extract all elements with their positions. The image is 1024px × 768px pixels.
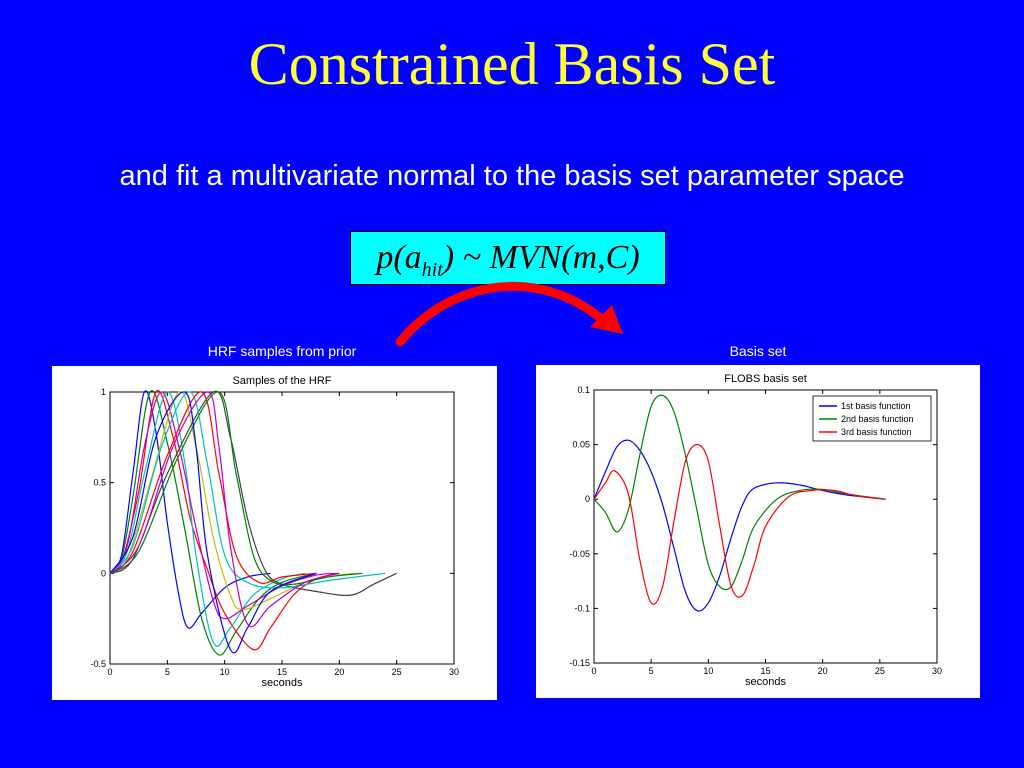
y-tick-label: 1 [101, 387, 106, 397]
flobs-basis-panel: FLOBS basis set 0 5 10 15 20 25 30 -0.15 -0.1 -0.0… [536, 365, 980, 698]
series-line-7 [109, 390, 397, 596]
series-line-11 [109, 391, 317, 654]
x-axis-label: seconds [745, 676, 786, 688]
slide-title: Constrained Basis Set [248, 31, 776, 97]
series-line-2 [109, 389, 317, 656]
y-tick-label: 0 [101, 568, 106, 578]
legend-entry-2: 2nd basis function [841, 414, 914, 424]
y-tick-label: 0 [585, 494, 590, 504]
y-tick-label: -0.5 [90, 659, 106, 669]
legend-entry-1: 1st basis function [841, 401, 911, 411]
x-axis-label: seconds [262, 677, 303, 689]
x-tick-label: 20 [818, 666, 828, 676]
y-tick-label: -0.1 [574, 603, 590, 613]
series-line-5 [109, 391, 340, 620]
x-tick-label: 30 [932, 666, 942, 676]
right-caption: Basis set [729, 343, 787, 359]
x-tick-label: 0 [107, 667, 112, 677]
x-tick-label: 20 [334, 667, 344, 677]
legend-entry-3: 3rd basis function [841, 427, 912, 437]
hrf-samples-panel: Samples of the HRF 0 5 10 15 20 25 30 -0.5 0 0.5 1 s… [52, 366, 497, 700]
y-tick-label: -0.05 [569, 549, 590, 559]
x-tick-label: 25 [392, 667, 402, 677]
y-tick-label: -0.15 [569, 658, 590, 668]
formula-subscript: hit [421, 258, 443, 281]
x-tick-label: 10 [220, 667, 230, 677]
x-tick-label: 30 [449, 667, 459, 677]
left-caption: HRF samples from prior [207, 343, 357, 359]
x-tick-label: 25 [875, 666, 885, 676]
series-line-3 [593, 443, 886, 605]
series-line-1 [593, 439, 886, 612]
x-tick-label: 15 [760, 666, 770, 676]
x-tick-label: 10 [703, 666, 713, 676]
formula-part-rest: ) ~ MVN(m,C) [442, 239, 640, 276]
slide-subtitle: and fit a multivariate normal to the bas… [119, 160, 905, 192]
series-line-2 [593, 394, 886, 591]
y-tick-label: 0.1 [577, 385, 590, 395]
flobs-basis-chart: FLOBS basis set 0 5 10 15 20 25 30 -0.15 -0.1 -0.0… [569, 373, 942, 688]
formula-part-p: p(a [376, 239, 422, 276]
chart-title: FLOBS basis set [724, 373, 807, 385]
x-tick-label: 0 [591, 666, 596, 676]
series-line-12 [109, 391, 340, 628]
plot-frame [109, 391, 455, 665]
series-line-1 [109, 390, 271, 629]
curved-arrow-icon [395, 281, 623, 347]
chart-title: Samples of the HRF [232, 375, 331, 387]
x-tick-label: 15 [277, 667, 287, 677]
series-line-8 [109, 391, 386, 589]
formula-box: p(ahit) ~ MVN(m,C) [350, 231, 666, 285]
x-tick-label: 5 [165, 667, 170, 677]
y-tick-label: 0.5 [93, 478, 106, 488]
x-tick-label: 5 [649, 666, 654, 676]
y-tick-label: 0.05 [572, 440, 590, 450]
series-line-4 [109, 391, 306, 647]
